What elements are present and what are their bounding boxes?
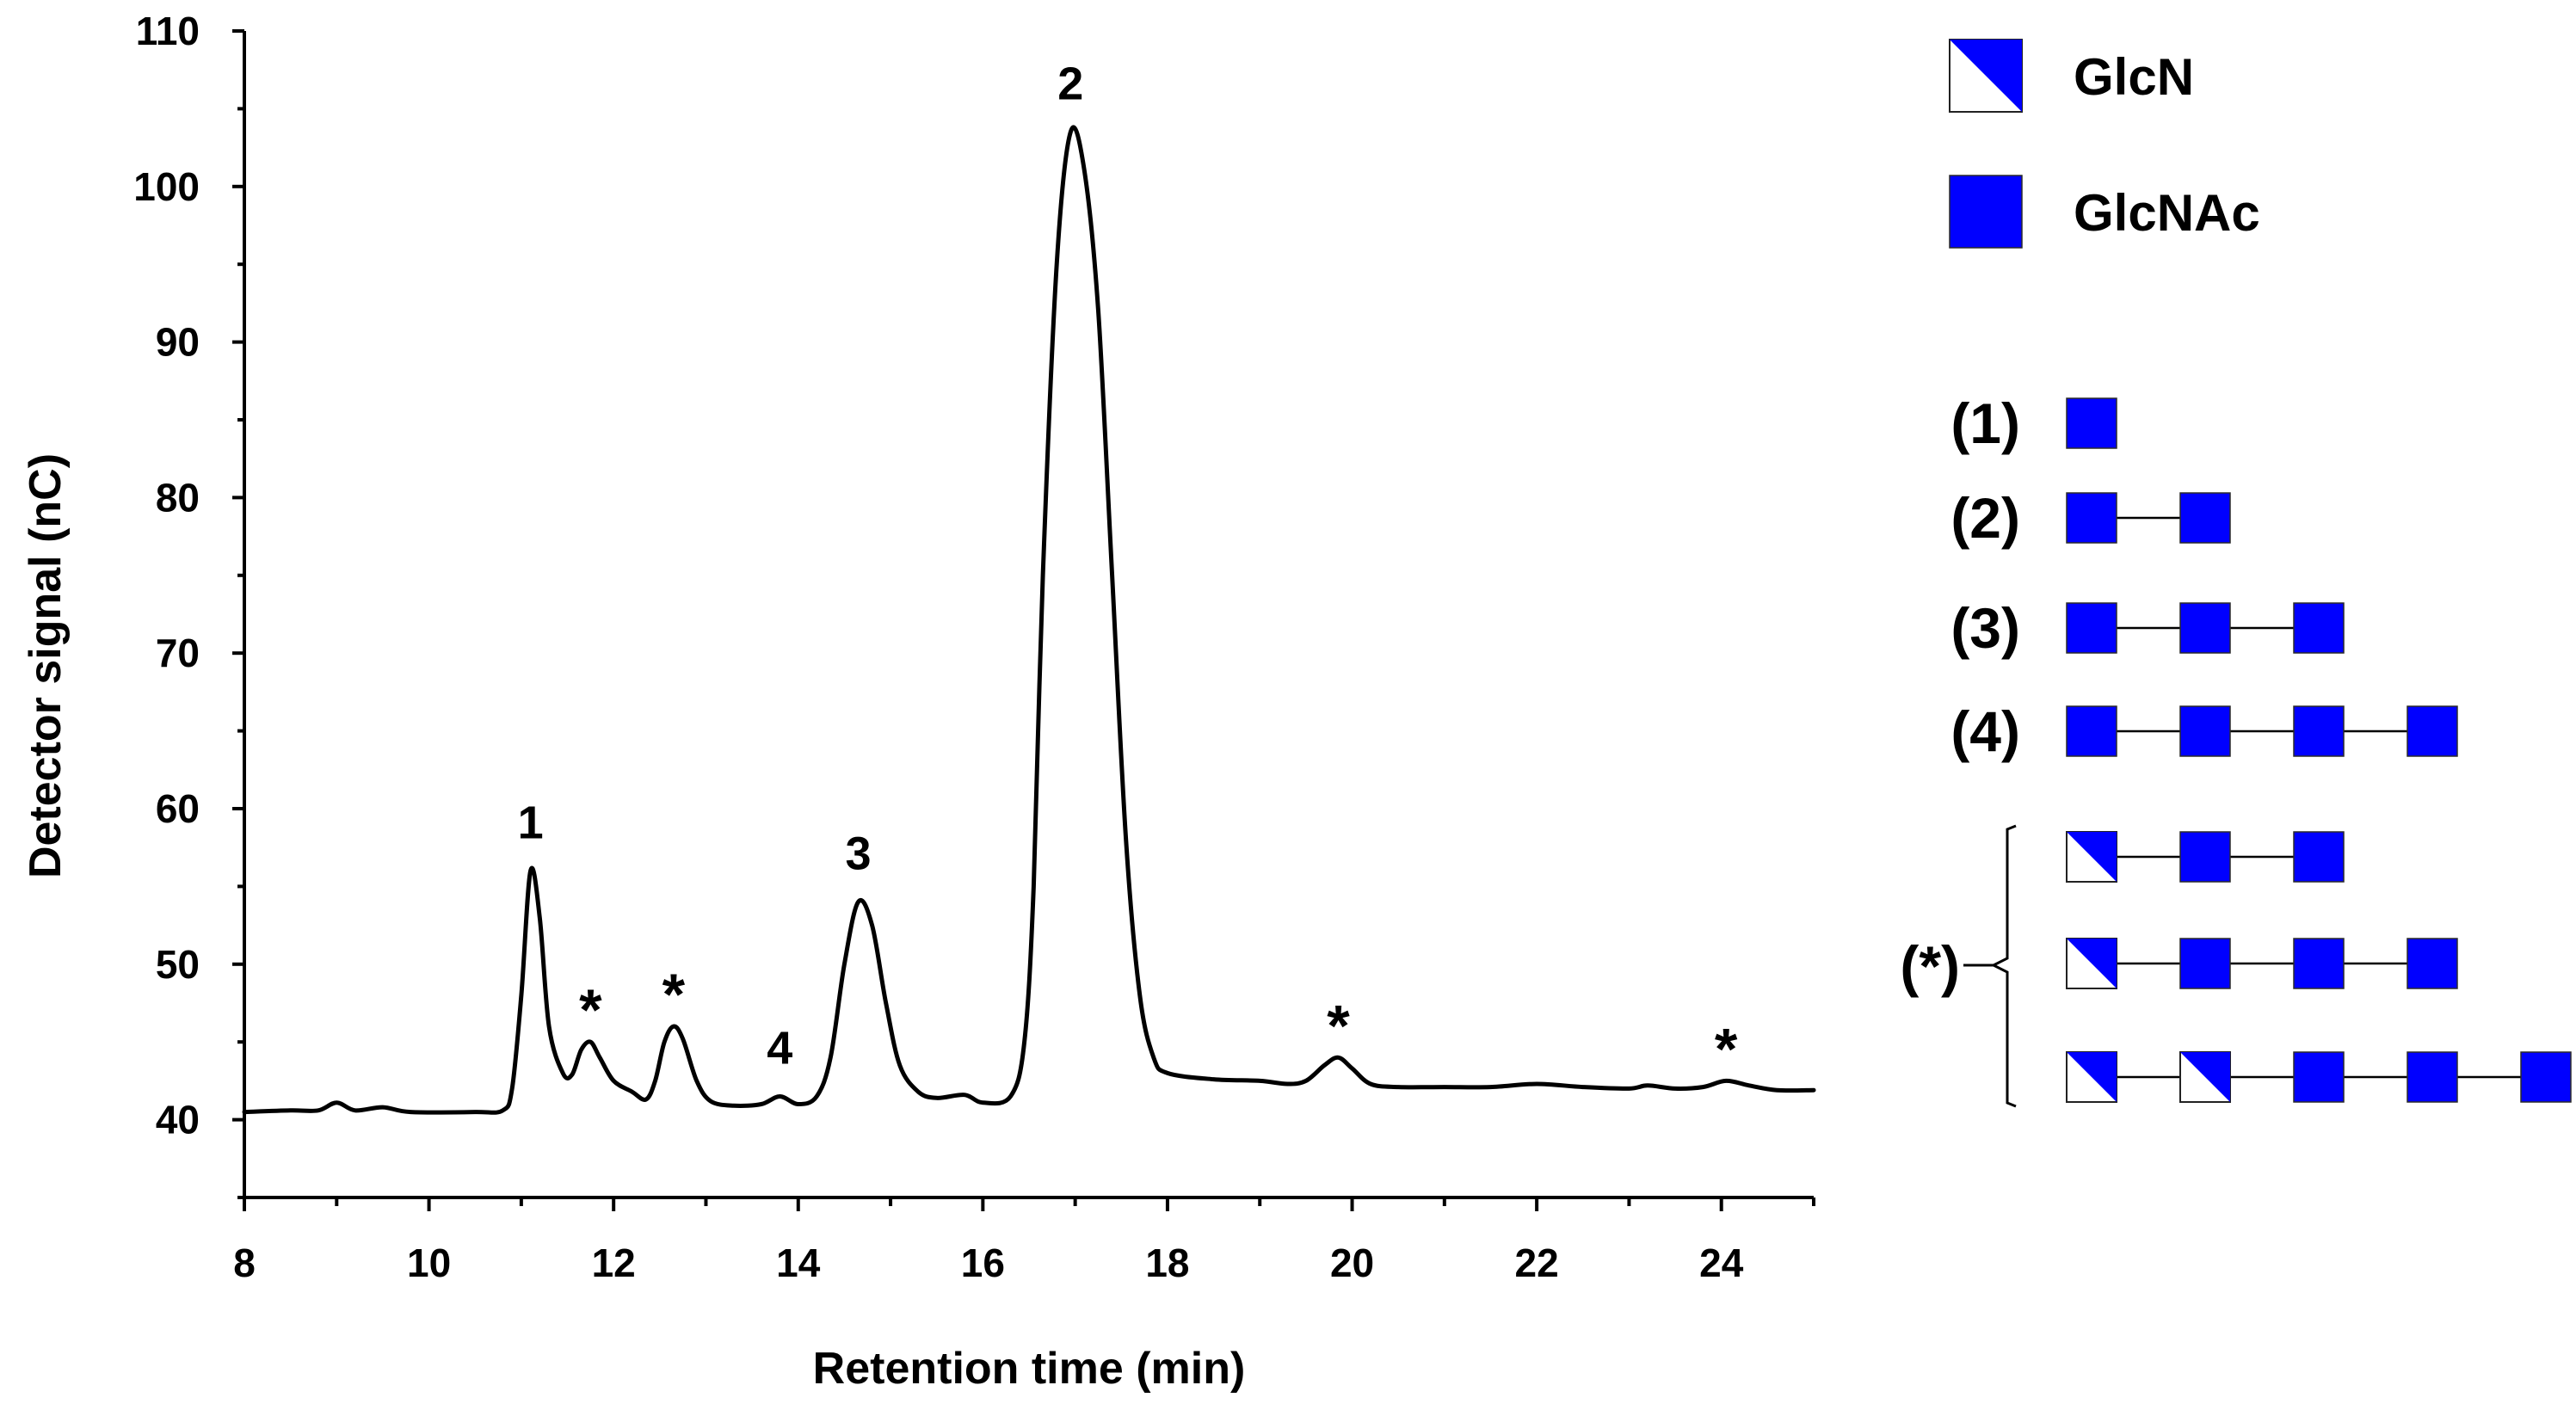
peak-label-star: * xyxy=(1327,993,1350,1058)
y-tick-label: 80 xyxy=(156,475,200,520)
star-group-label: (*) xyxy=(1900,934,1960,998)
legend-glcnac-icon xyxy=(1949,175,2023,249)
glcnac-square-icon xyxy=(2066,492,2117,544)
glcn-half-square-fill xyxy=(2067,939,2117,988)
peak-label-2: 2 xyxy=(1057,58,1083,110)
peak-label-star: * xyxy=(579,977,602,1043)
x-tick-label: 10 xyxy=(407,1241,451,1285)
glcnac-square-icon xyxy=(2066,602,2117,654)
axes xyxy=(243,31,1814,1199)
y-tick-label: 40 xyxy=(156,1098,200,1142)
glcn-half-square-icon xyxy=(2066,1051,2117,1103)
chromatogram-trace xyxy=(242,125,1816,1115)
y-tick-label: 100 xyxy=(133,164,200,209)
y-axis-title: Detector signal (nC) xyxy=(21,453,71,878)
legend-glcn-icon xyxy=(1949,39,2023,113)
x-tick-label: 14 xyxy=(776,1241,821,1285)
tick-marks xyxy=(232,29,1815,1211)
peak-label-star: * xyxy=(1715,1016,1738,1081)
glcnac-square-icon xyxy=(2293,1051,2345,1103)
curly-bracket xyxy=(1990,824,2017,1108)
peak-label-star: * xyxy=(662,962,686,1027)
x-tick-label: 12 xyxy=(592,1241,636,1285)
glcnac-square-icon xyxy=(2293,705,2345,757)
y-tick-label: 50 xyxy=(156,942,200,987)
peak-label-3: 3 xyxy=(845,828,871,879)
y-tick-label: 110 xyxy=(136,9,200,53)
chromatogram-plot: 40 50 60 70 80 90 100 110 8 10 12 14 16 18 20 22 24 1 * * 4… xyxy=(21,9,1816,1394)
glcn-half-square-icon xyxy=(2066,831,2117,883)
x-tick-label: 20 xyxy=(1330,1241,1374,1285)
peak-label-4: 4 xyxy=(767,1022,792,1074)
peak-label-1: 1 xyxy=(518,797,544,848)
y-tick-label: 70 xyxy=(156,631,200,675)
glcnac-square-icon xyxy=(2407,938,2458,989)
glcn-half-square-fill xyxy=(2067,832,2117,882)
glcnac-square-icon xyxy=(2179,492,2231,544)
x-tick-label: 8 xyxy=(233,1241,256,1285)
glcn-half-square-icon xyxy=(2066,938,2117,989)
legend: GlcN GlcNAc (1) (2) (3) (4) (*) xyxy=(1900,39,2572,1108)
structure-label: (4) xyxy=(1950,699,2020,763)
legend-label-glcnac: GlcNAc xyxy=(2074,184,2260,242)
y-tick-label: 60 xyxy=(156,786,200,831)
x-tick-label: 16 xyxy=(961,1241,1005,1285)
glcnac-square-icon xyxy=(2293,938,2345,989)
x-tick-label: 18 xyxy=(1145,1241,1189,1285)
glcnac-square-icon xyxy=(2179,705,2231,757)
glcnac-square-icon xyxy=(2179,938,2231,989)
structure-label: (2) xyxy=(1950,486,2020,550)
x-tick-label: 24 xyxy=(1699,1241,1744,1285)
x-axis-title: Retention time (min) xyxy=(813,1344,1246,1394)
glcn-half-square-fill xyxy=(2067,1052,2117,1102)
legend-label-glcn: GlcN xyxy=(2074,48,2194,106)
glcnac-square-icon xyxy=(2179,602,2231,654)
glcnac-square-icon xyxy=(2066,705,2117,757)
x-tick-label: 22 xyxy=(1515,1241,1559,1285)
peak-labels: 1 * * 4 3 2 * * xyxy=(518,58,1738,1082)
glcnac-square-icon xyxy=(2179,831,2231,883)
glcnac-square-icon xyxy=(2520,1051,2572,1103)
glcnac-square-icon xyxy=(2293,831,2345,883)
glcnac-square-icon xyxy=(2066,397,2117,449)
y-tick-label: 90 xyxy=(156,320,200,365)
glcn-half-square-icon xyxy=(2179,1051,2231,1103)
glcnac-square-icon xyxy=(2407,1051,2458,1103)
glcn-half-square-fill xyxy=(2180,1052,2230,1102)
glcnac-square-icon xyxy=(2293,602,2345,654)
structure-label: (3) xyxy=(1950,596,2020,660)
structure-label: (1) xyxy=(1950,391,2020,455)
glcnac-square-icon xyxy=(2407,705,2458,757)
legend-glcn-fill xyxy=(1950,40,2022,112)
